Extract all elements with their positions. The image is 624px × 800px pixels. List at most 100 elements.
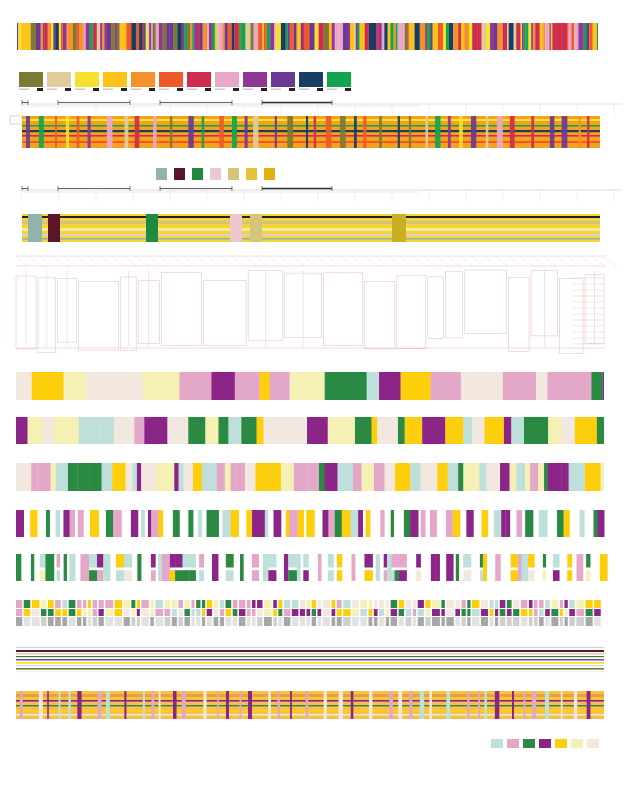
band-block <box>142 372 180 400</box>
band-block <box>134 417 145 444</box>
barcode-stripe <box>211 23 215 50</box>
truss-diagonal <box>135 255 149 267</box>
band-block <box>167 417 180 444</box>
band-block <box>460 372 503 400</box>
barcode-stripe <box>464 23 469 50</box>
checker-cell <box>171 609 177 616</box>
truss-diagonal <box>99 255 113 267</box>
barcode-stripe <box>359 23 365 50</box>
band-block <box>373 463 385 491</box>
barcode-stripe <box>83 23 86 50</box>
band-block <box>377 417 398 444</box>
barcode-stripe <box>155 23 159 50</box>
barcode-stripe <box>531 23 533 50</box>
swatch-caption <box>215 88 225 90</box>
barcode-stripe <box>330 23 333 50</box>
band-block <box>561 463 569 491</box>
pillar-block <box>77 510 84 537</box>
plaid-horizontal-thread <box>22 221 600 224</box>
swatch-caption <box>159 88 169 90</box>
barcode-stripe <box>293 23 297 50</box>
color-swatch <box>75 72 99 87</box>
plaid-vertical-thread <box>350 691 354 719</box>
plaid-vertical-thread <box>544 691 550 719</box>
truss-diagonal <box>111 255 125 267</box>
band-block <box>211 372 235 400</box>
barcode-stripe <box>357 23 360 50</box>
color-swatch <box>228 168 239 180</box>
plaid-vertical-thread <box>470 116 477 148</box>
checker-cell <box>47 617 54 626</box>
checker-cell <box>368 600 373 608</box>
plaid-vertical-thread <box>560 691 563 719</box>
pillar-block <box>394 570 399 581</box>
checker-cell <box>291 600 299 608</box>
pillar-block <box>289 510 298 537</box>
checker-cell <box>164 600 171 608</box>
barcode-stripe <box>370 23 377 50</box>
legend-swatch <box>571 739 583 748</box>
checker-cell <box>206 617 213 626</box>
band-block <box>136 463 142 491</box>
pillar-block <box>56 570 61 581</box>
barcode-stripe <box>414 23 420 50</box>
plaid-vertical-thread <box>313 116 317 148</box>
pillar-block <box>16 510 24 537</box>
truss-diagonal <box>159 255 173 267</box>
barcode-stripe <box>222 23 225 50</box>
pillar-block <box>394 554 399 568</box>
barcode-stripe <box>111 23 115 50</box>
color-swatch <box>103 72 127 87</box>
band-block <box>89 463 102 491</box>
checker-cell <box>559 617 563 626</box>
pillar-block <box>260 510 265 537</box>
checker-cell <box>62 609 68 616</box>
checker-cell <box>178 609 183 616</box>
barcode-stripe <box>166 23 170 50</box>
truss-diagonal <box>63 255 77 267</box>
facade-panel <box>364 281 396 350</box>
band-block <box>511 417 525 444</box>
barcode-stripe <box>502 23 508 50</box>
checker-cell <box>368 617 373 626</box>
barcode-stripe <box>339 23 343 50</box>
checker-cell <box>368 609 373 616</box>
barcode-stripe <box>194 23 198 50</box>
truss-diagonal <box>39 255 53 267</box>
band-block <box>502 372 537 400</box>
checker-cell <box>252 600 256 608</box>
checker-cell <box>495 617 499 626</box>
truss-diagonal <box>303 255 317 267</box>
barcode-stripe <box>535 23 540 50</box>
band-block <box>397 417 405 444</box>
checker-cell <box>520 600 528 608</box>
truss-diagonal <box>519 255 533 267</box>
checker-cell <box>92 609 97 616</box>
pillar-block <box>445 510 453 537</box>
barcode-stripe <box>61 23 63 50</box>
checker-cell <box>55 617 61 626</box>
thin-stripe <box>16 647 604 648</box>
barcode-stripe <box>477 23 482 50</box>
plaid-horizontal-thread <box>22 119 600 121</box>
barcode-stripe <box>578 23 584 50</box>
pillar-block <box>327 554 334 568</box>
pillar-block <box>306 510 315 537</box>
checker-cell <box>155 600 163 608</box>
plaid-horizontal-thread <box>16 700 604 702</box>
band-block <box>244 463 256 491</box>
barcode-stripe <box>376 23 379 50</box>
pillar-block <box>103 554 111 581</box>
checker-cell <box>322 617 331 626</box>
barcode-stripe <box>458 23 461 50</box>
color-swatch <box>271 72 295 87</box>
checker-cell <box>322 600 331 608</box>
plaid-vertical-thread <box>48 214 60 242</box>
checker-cell <box>461 600 466 608</box>
plaid-vertical-thread <box>68 691 71 719</box>
band-block <box>183 463 193 491</box>
barcode-stripe <box>408 23 411 50</box>
checker-cell <box>569 617 575 626</box>
color-swatch <box>264 168 275 180</box>
